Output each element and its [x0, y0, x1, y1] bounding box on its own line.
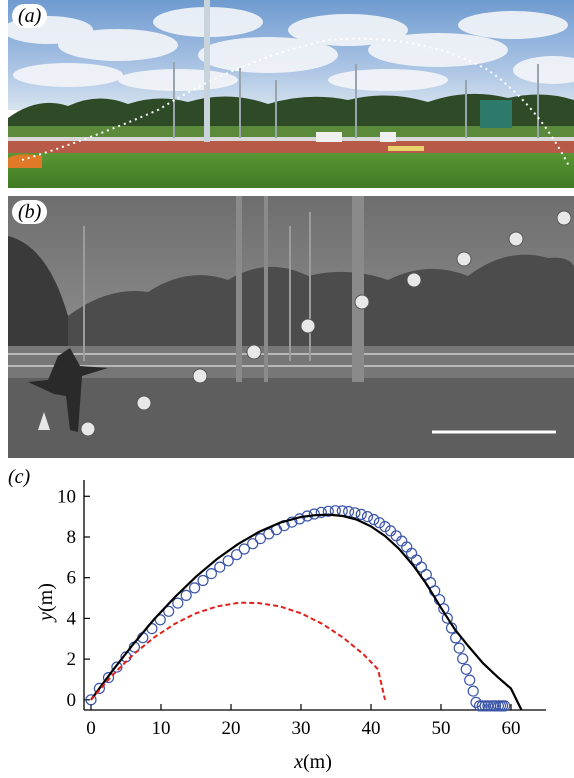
data-point	[349, 507, 361, 519]
data-point	[476, 700, 488, 712]
model-curve	[90, 513, 523, 711]
data-point	[379, 520, 391, 533]
data-point	[205, 567, 217, 580]
data-point	[154, 614, 166, 626]
data-point	[499, 700, 511, 712]
data-point	[368, 513, 380, 526]
x-tick-label: 10	[152, 718, 171, 739]
data-point	[231, 549, 243, 561]
panel-label-b: (b)	[12, 200, 48, 224]
y-tick-label: 10	[57, 486, 76, 507]
panel-label-a: (a)	[12, 4, 48, 28]
data-point	[163, 605, 175, 617]
data-point	[490, 700, 502, 712]
trajectory-chart: 0 10 20 30 40 50 60 0 2 4 6 8 10 x(m) y(m)	[35, 480, 546, 773]
data-point	[180, 589, 192, 602]
chart-axes: 0 10 20 30 40 50 60 0 2 4 6 8 10	[57, 480, 546, 739]
no-drag-curve	[90, 601, 386, 701]
kick-photo-b	[8, 196, 574, 458]
y-tick-label: 8	[67, 527, 77, 548]
y-axis-title: y(m)	[35, 583, 57, 623]
x-tick-label: 20	[222, 718, 241, 739]
data-point	[406, 547, 418, 559]
y-tick-label: 6	[67, 568, 77, 589]
x-tick-label: 30	[292, 718, 311, 739]
data-point	[460, 663, 472, 675]
data-point	[355, 508, 367, 521]
data-point	[457, 653, 469, 665]
panel-label-c: (c)	[8, 466, 31, 488]
photo-panel-b: (b)	[8, 196, 574, 458]
x-tick-label: 50	[432, 718, 451, 739]
data-point	[467, 685, 479, 697]
data-point	[111, 661, 123, 673]
x-tick-label: 0	[86, 718, 96, 739]
y-tick-label: 4	[67, 608, 77, 629]
photo-panel-a: (a)	[8, 0, 574, 188]
data-point	[172, 597, 184, 609]
data-point	[464, 674, 476, 686]
data-point	[373, 517, 385, 529]
data-point	[361, 510, 374, 523]
data-point	[93, 682, 106, 694]
data-point	[102, 672, 115, 684]
data-point	[85, 694, 97, 706]
x-axis-title: x(m)	[293, 751, 332, 773]
data-point	[189, 582, 201, 594]
data-point	[247, 538, 259, 550]
stadium-photo-a	[8, 0, 574, 188]
data-point	[238, 543, 250, 555]
data-point	[473, 700, 486, 712]
data-point	[197, 574, 209, 587]
data-point	[453, 642, 465, 654]
chart-series	[85, 505, 523, 712]
data-point	[263, 528, 275, 540]
x-tick-label: 60	[502, 718, 521, 739]
data-point	[254, 532, 266, 545]
data-point	[222, 555, 234, 567]
data-point	[441, 612, 453, 624]
y-tick-label: 0	[67, 690, 77, 711]
x-tick-label: 40	[362, 718, 381, 739]
data-point	[315, 506, 327, 519]
y-tick-label: 2	[67, 649, 77, 670]
data-point	[214, 561, 226, 573]
data-point	[322, 505, 334, 517]
data-point	[286, 516, 298, 528]
